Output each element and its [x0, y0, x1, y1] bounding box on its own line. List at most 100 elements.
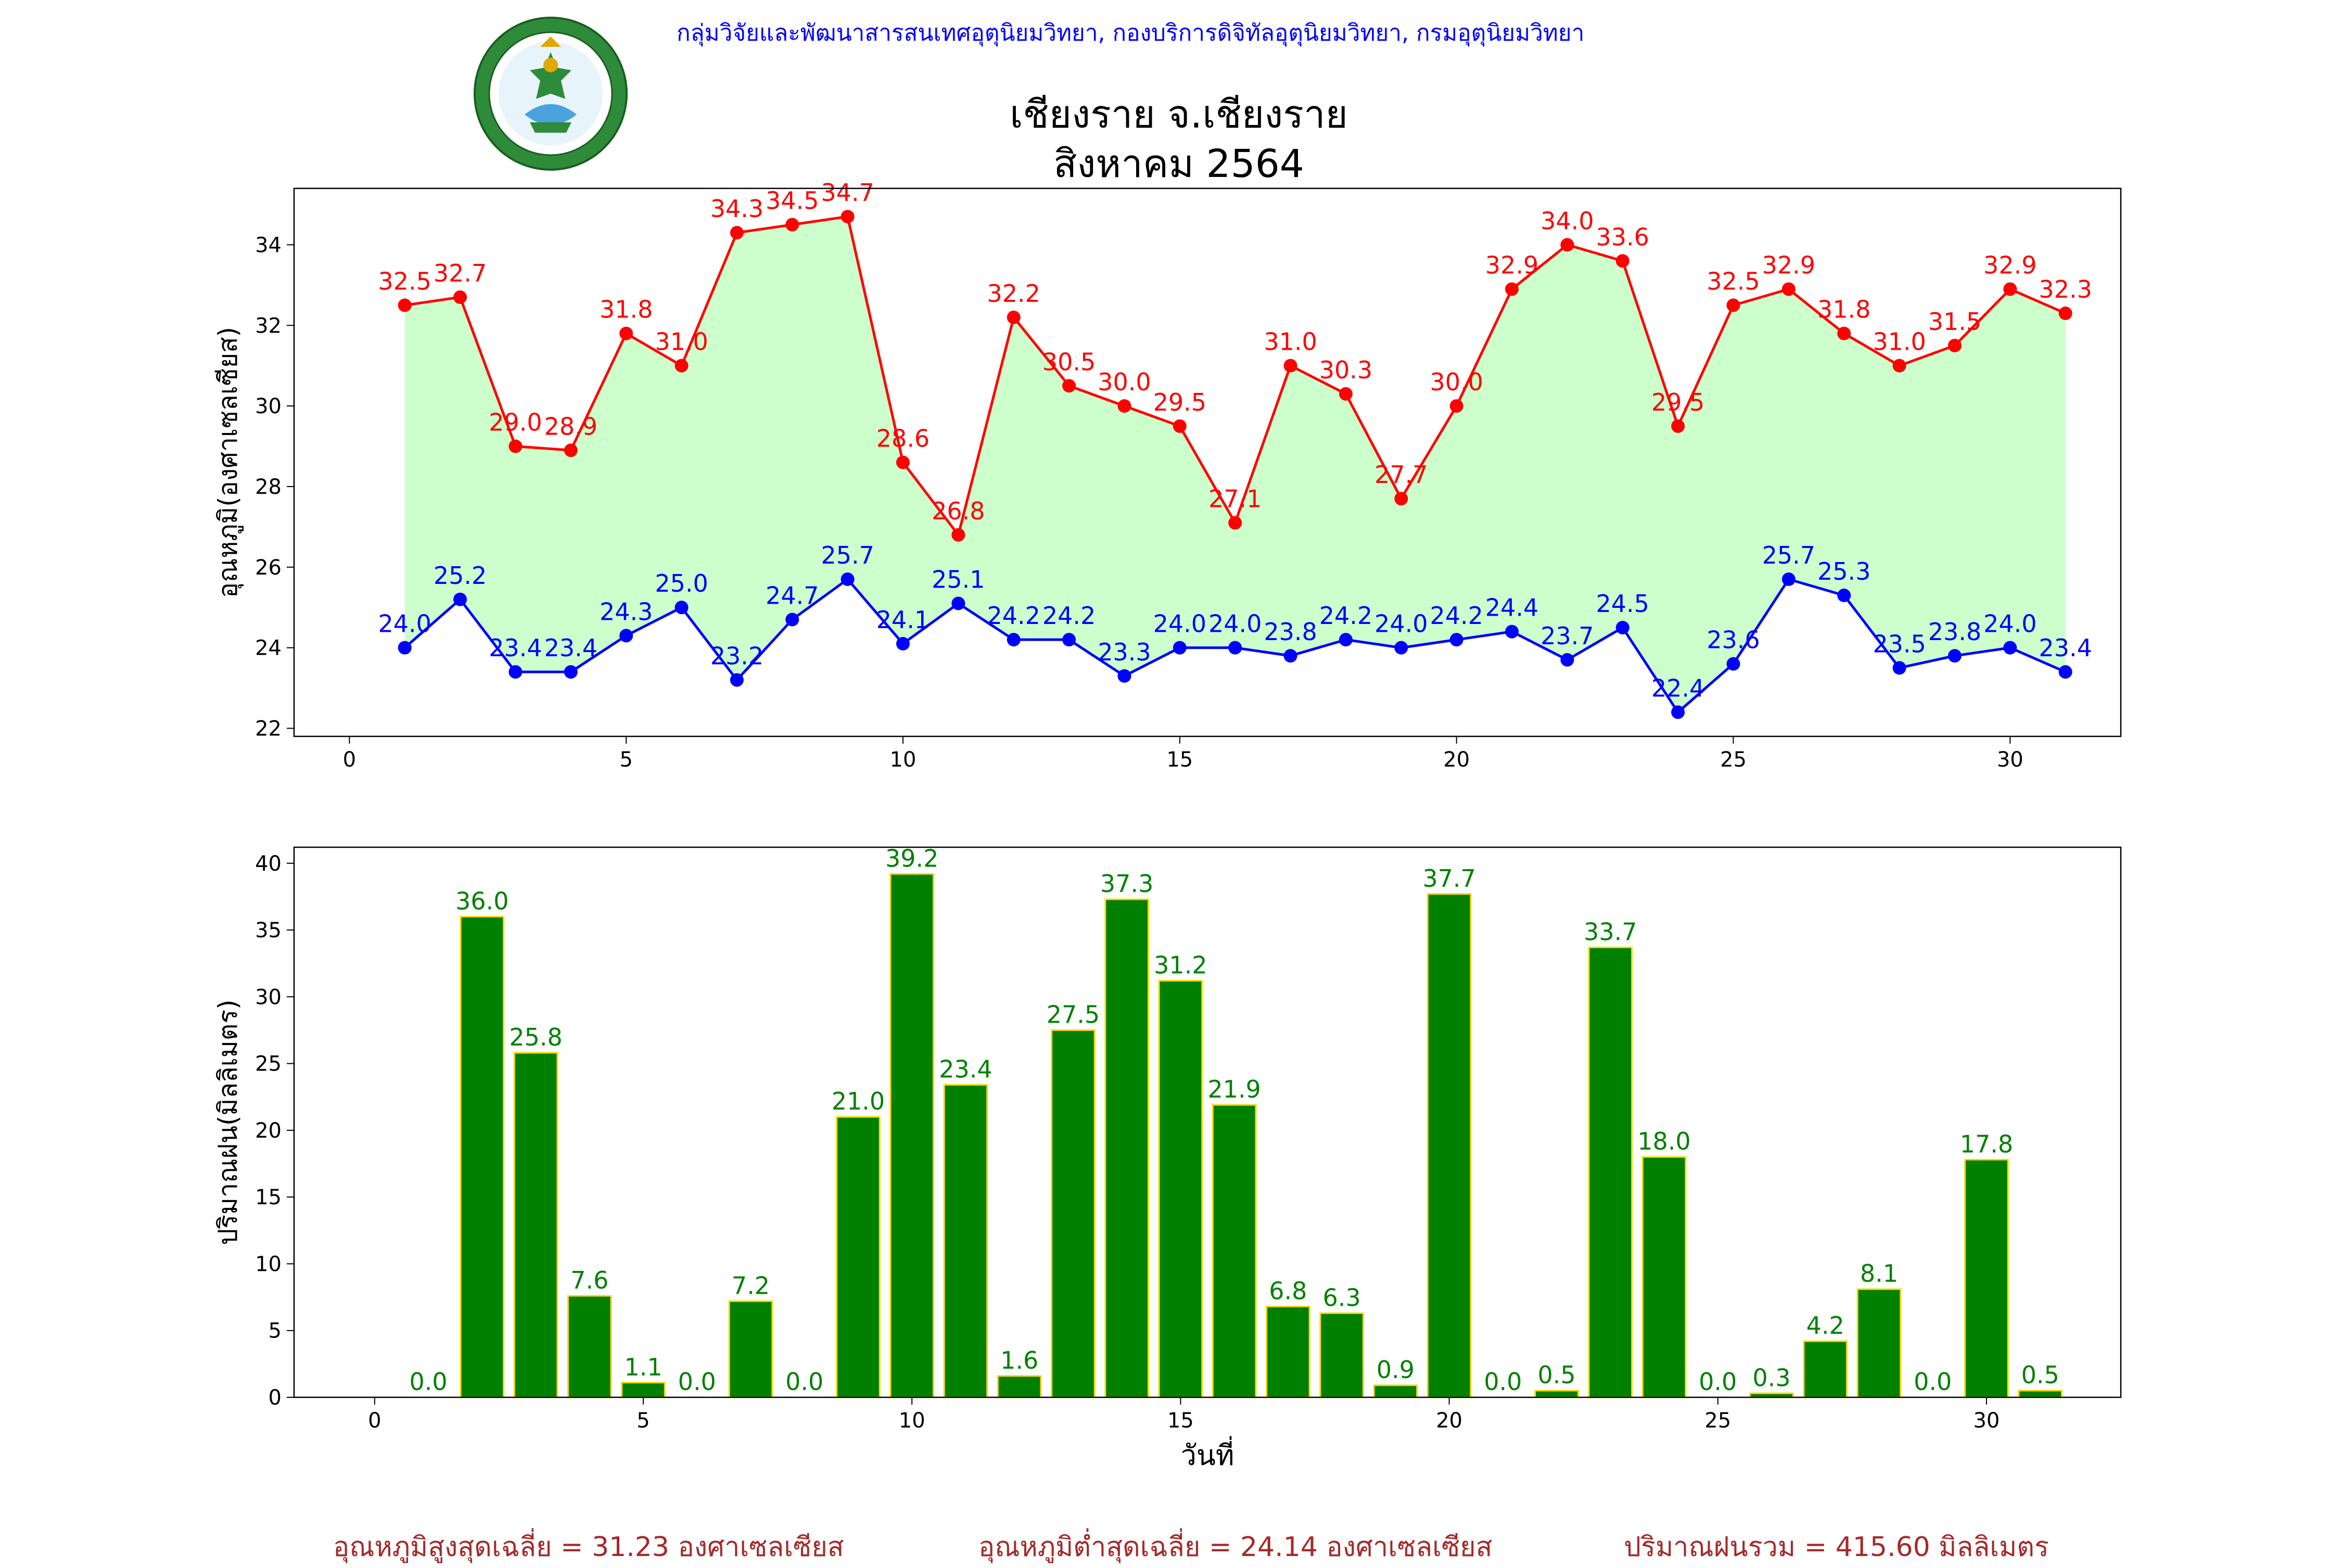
- max-temperature-label: 32.9: [1485, 251, 1538, 279]
- x-tick-label: 0: [343, 748, 356, 772]
- max-temperature-label: 34.0: [1541, 207, 1594, 235]
- x-tick-label: 25: [1704, 1409, 1731, 1433]
- max-temperature-point: [1117, 399, 1131, 413]
- plot-frame: [293, 187, 2122, 737]
- min-temperature-point: [730, 673, 744, 687]
- min-temperature-label: 24.3: [600, 597, 653, 626]
- y-tick-label: 22: [255, 717, 282, 741]
- max-temperature-point: [1394, 492, 1408, 506]
- min-temperature-label: 24.1: [876, 606, 930, 634]
- max-temperature-point: [841, 210, 855, 224]
- min-temperature-label: 23.4: [489, 634, 542, 662]
- min-temperature-point: [1007, 633, 1021, 647]
- min-temperature-label: 22.4: [1651, 674, 1704, 703]
- rain-bar-label: 1.1: [624, 1353, 662, 1381]
- min-temperature-point: [674, 601, 689, 615]
- rainfall-chart: 0.0 36.0 25.8 7.6 1.1 0.0 7.2 0.0 21.0 39.2 23.4 1.…: [213, 844, 2122, 1472]
- y-tick-label: 35: [255, 919, 282, 942]
- rain-bar: [997, 1375, 1042, 1398]
- min-temperature-point: [619, 629, 633, 643]
- max-temperature-point: [1892, 359, 1906, 373]
- min-temperature-point: [1394, 641, 1408, 655]
- min-temperature-label: 24.0: [1983, 610, 2036, 638]
- min-temperature-label: 24.5: [1596, 590, 1649, 618]
- min-temperature-label: 23.4: [544, 634, 597, 662]
- min-temperature-point: [508, 665, 523, 679]
- rain-bar: [1319, 1312, 1364, 1398]
- y-tick-label: 30: [255, 985, 282, 1009]
- min-temperature-point: [951, 596, 965, 610]
- y-tick-label: 25: [255, 1052, 282, 1076]
- average-min-temperature: อุณหภูมิต่ำสุดเฉลี่ย = 24.14 องศาเซลเซีย…: [978, 1532, 1493, 1563]
- rain-bar-label: 7.2: [732, 1271, 770, 1299]
- y-tick-label: 40: [255, 852, 282, 876]
- max-temperature-label: 32.7: [434, 259, 487, 287]
- max-temperature-point: [508, 439, 523, 453]
- x-tick-label: 10: [899, 1409, 925, 1433]
- department-logo: [474, 17, 628, 171]
- max-temperature-label: 29.0: [489, 409, 542, 437]
- rain-bar: [1427, 893, 1472, 1398]
- min-temperature-label: 23.4: [2039, 634, 2092, 662]
- max-temperature-label: 30.3: [1319, 356, 1372, 384]
- min-temperature-point: [398, 641, 412, 655]
- min-temperature-label: 23.6: [1707, 626, 1760, 654]
- y-tick-label: 34: [255, 233, 282, 257]
- max-temperature-point: [453, 290, 467, 304]
- rain-bar-label: 4.2: [1806, 1311, 1844, 1340]
- rain-bar: [1212, 1104, 1257, 1398]
- max-temperature-label: 33.6: [1596, 223, 1649, 251]
- y-tick-label: 26: [255, 556, 282, 580]
- max-temperature-label: 31.8: [600, 296, 653, 324]
- y-tick-label: 24: [255, 636, 282, 660]
- max-temperature-point: [1615, 254, 1630, 268]
- min-temperature-label: 24.2: [1042, 602, 1096, 630]
- max-temperature-label: 28.9: [544, 412, 597, 440]
- max-temperature-point: [1671, 419, 1685, 433]
- rain-bar: [1534, 1389, 1579, 1398]
- y-tick-label: 30: [255, 394, 282, 418]
- min-temperature-point: [1615, 620, 1630, 634]
- rain-bar-label: 39.2: [885, 844, 938, 872]
- min-temperature-point: [1892, 661, 1906, 675]
- x-tick-label: 30: [1997, 748, 2023, 772]
- rain-bar-label: 33.7: [1584, 917, 1637, 946]
- max-temperature-label: 32.5: [378, 267, 431, 296]
- rain-bar: [836, 1116, 881, 1398]
- rain-bar: [1266, 1306, 1310, 1398]
- max-temperature-point: [1228, 516, 1242, 530]
- min-temperature-point: [1228, 641, 1242, 655]
- y-tick-label: 28: [255, 475, 282, 499]
- rain-bar-label: 0.9: [1377, 1356, 1415, 1384]
- max-temperature-label: 30.0: [1098, 368, 1151, 396]
- max-temperature-point: [1505, 282, 1519, 296]
- max-temperature-point: [1781, 282, 1796, 296]
- min-temperature-label: 23.3: [1098, 638, 1151, 666]
- rain-bar-label: 1.6: [1000, 1346, 1038, 1374]
- max-temperature-label: 31.8: [1817, 296, 1870, 324]
- min-temperature-point: [1671, 705, 1685, 719]
- min-temperature-label: 24.2: [1319, 602, 1372, 630]
- rain-bar: [1051, 1029, 1096, 1398]
- max-temperature-point: [1339, 387, 1353, 401]
- temperature-range-fill: [404, 216, 2066, 712]
- y-tick-label: 5: [269, 1319, 282, 1343]
- x-tick-label: 5: [619, 748, 632, 772]
- axes: 0 5 10 15 20 25 30 0 5 10 15 20 25 30 35 40: [255, 852, 2000, 1433]
- rain-bar-label: 7.6: [570, 1266, 608, 1294]
- min-temperature-point: [785, 613, 799, 627]
- min-temperature-label: 24.0: [378, 610, 431, 638]
- max-temperature-point: [564, 443, 578, 457]
- min-temperature-label: 24.2: [1430, 602, 1483, 630]
- min-temperature-point: [1505, 624, 1519, 639]
- max-temperature-point: [896, 455, 910, 469]
- min-temperature-label: 24.2: [987, 602, 1040, 630]
- max-temperature-label: 32.3: [2039, 275, 2092, 303]
- max-temperature-point: [619, 326, 633, 340]
- rain-bar-label: 36.0: [455, 887, 508, 915]
- temperature-chart: 32.5 32.729.0 28.931.831.034.3 34.5 34.728.6…: [213, 179, 2122, 772]
- rain-bar-label: 21.9: [1207, 1075, 1261, 1103]
- rain-bar-label: 37.7: [1422, 864, 1475, 893]
- min-temperature-label: 23.8: [1928, 618, 1981, 646]
- min-temperature-label: 23.5: [1873, 630, 1926, 658]
